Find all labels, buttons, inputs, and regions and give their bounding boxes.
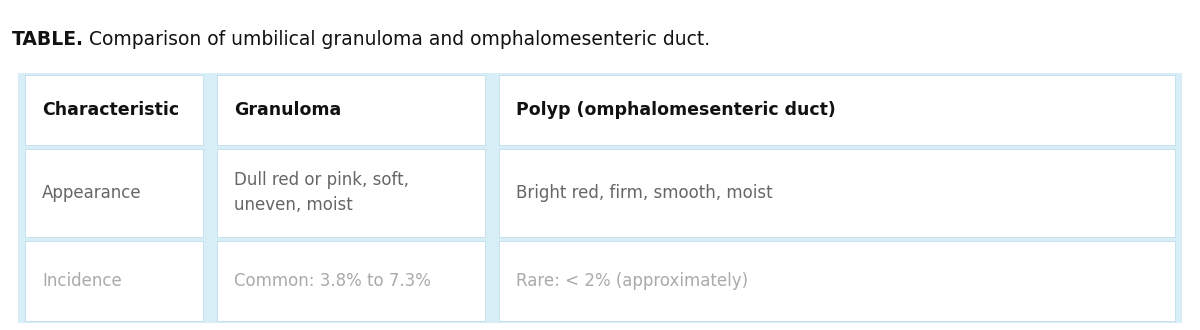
Text: Bright red, firm, smooth, moist: Bright red, firm, smooth, moist (516, 184, 773, 202)
Text: Incidence: Incidence (42, 272, 121, 290)
Bar (499, 148, 1175, 237)
Text: Rare: < 2% (approximately): Rare: < 2% (approximately) (516, 272, 748, 290)
Text: TABLE.: TABLE. (12, 30, 84, 49)
Bar (18, 73, 1182, 323)
Bar (499, 75, 1175, 145)
Text: Appearance: Appearance (42, 184, 142, 202)
Text: Common: 3.8% to 7.3%: Common: 3.8% to 7.3% (234, 272, 431, 290)
Bar (217, 241, 485, 321)
Text: Characteristic: Characteristic (42, 101, 179, 118)
Bar (217, 148, 485, 237)
Bar (217, 75, 485, 145)
Text: Dull red or pink, soft,
uneven, moist: Dull red or pink, soft, uneven, moist (234, 172, 409, 214)
Bar (499, 241, 1175, 321)
Text: Granuloma: Granuloma (234, 101, 341, 118)
Bar (25, 241, 203, 321)
Bar (25, 148, 203, 237)
Bar (25, 75, 203, 145)
Text: Polyp (omphalomesenteric duct): Polyp (omphalomesenteric duct) (516, 101, 835, 118)
Text: Comparison of umbilical granuloma and omphalomesenteric duct.: Comparison of umbilical granuloma and om… (83, 30, 710, 49)
